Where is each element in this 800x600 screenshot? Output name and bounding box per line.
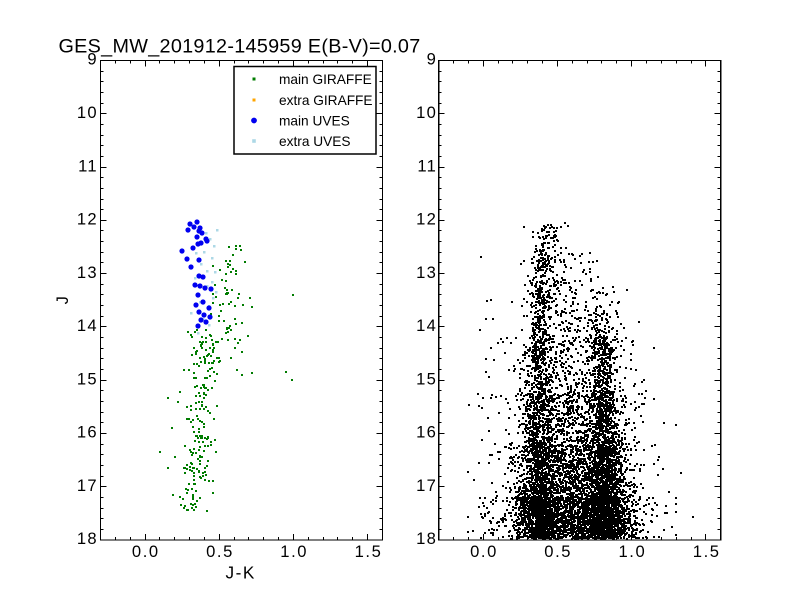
svg-text:1.0: 1.0 (618, 542, 646, 561)
svg-text:12: 12 (77, 210, 98, 229)
svg-text:0.0: 0.0 (132, 542, 160, 561)
svg-text:10: 10 (416, 103, 437, 122)
svg-text:10: 10 (77, 103, 98, 122)
svg-text:0.5: 0.5 (206, 542, 234, 561)
svg-text:extra UVES: extra UVES (279, 134, 351, 149)
svg-text:11: 11 (417, 156, 437, 175)
svg-text:extra GIRAFFE: extra GIRAFFE (279, 93, 373, 108)
svg-text:17: 17 (77, 476, 98, 495)
svg-text:14: 14 (77, 316, 98, 335)
svg-text:15: 15 (77, 369, 98, 388)
svg-text:12: 12 (416, 210, 437, 229)
svg-text:11: 11 (78, 156, 98, 175)
svg-text:main UVES: main UVES (279, 113, 350, 128)
svg-text:GES_MW_201912-145959 E(B-V)=0.: GES_MW_201912-145959 E(B-V)=0.07 (59, 36, 421, 58)
svg-text:1.5: 1.5 (355, 542, 383, 561)
svg-text:9: 9 (427, 50, 438, 69)
svg-text:15: 15 (416, 369, 437, 388)
svg-text:16: 16 (416, 423, 437, 442)
svg-text:13: 13 (416, 263, 437, 282)
svg-text:18: 18 (77, 529, 98, 548)
svg-text:1.5: 1.5 (693, 542, 721, 561)
svg-text:main GIRAFFE: main GIRAFFE (279, 72, 372, 87)
svg-text:1.0: 1.0 (280, 542, 308, 561)
svg-text:14: 14 (416, 316, 437, 335)
svg-text:18: 18 (416, 529, 437, 548)
svg-text:0.0: 0.0 (470, 542, 498, 561)
svg-text:16: 16 (77, 423, 98, 442)
svg-text:17: 17 (416, 476, 437, 495)
svg-text:13: 13 (77, 263, 98, 282)
svg-text:9: 9 (87, 50, 98, 69)
svg-text:0.5: 0.5 (544, 542, 572, 561)
svg-text:J: J (53, 295, 72, 305)
svg-text:J-K: J-K (226, 563, 256, 583)
